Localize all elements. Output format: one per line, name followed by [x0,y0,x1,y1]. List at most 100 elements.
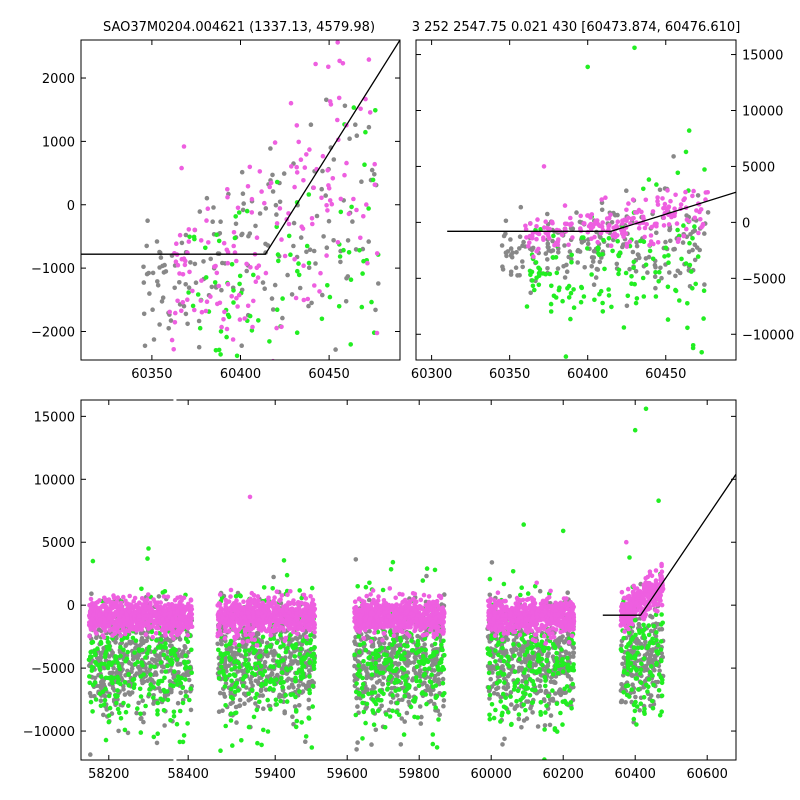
top-left-green-point [276,258,281,264]
top-left-magenta-point [215,301,220,307]
top-right-magenta-point [697,209,702,215]
bottom-green-point [284,666,289,671]
bottom-green-point [279,676,284,681]
top-left-magenta-point [234,258,239,264]
top-left-magenta-point [326,64,331,70]
top-left-green-point [233,214,238,219]
top-right-gray-point [545,257,550,262]
bottom-green-point [232,665,238,670]
top-right-green-point [616,267,622,273]
top-left-magenta-point [310,221,315,227]
top-right-green-point [553,254,559,260]
top-right-gray-point [624,188,629,193]
top-left-magenta-point [221,240,227,246]
top-right-green-point [606,236,612,241]
bottom-magenta-point [147,608,153,614]
bottom-green-point [258,664,264,669]
bottom-green-point [393,688,398,693]
top-left-gray-point [209,284,215,290]
bottom-magenta-point [112,624,117,629]
top-left-magenta-point [198,238,204,243]
top-left-magenta-point [326,183,331,188]
top-left-magenta-point [230,337,236,342]
top-left-magenta-point [346,211,352,217]
bottom-green-point [175,682,180,687]
top-left-magenta-point [351,196,356,202]
top-right-magenta-point [578,213,583,219]
top-right-magenta-point [644,222,649,227]
top-right-green-point [568,290,574,296]
bottom-gray-point [119,661,125,667]
top-right-magenta-point [588,215,593,220]
bottom-gray-point [441,703,446,709]
top-left-green-point [325,283,330,288]
bottom-magenta-point [261,620,267,626]
top-right-gray-point [556,250,561,255]
bottom-gray-point [220,708,225,713]
bottom-magenta-point [215,633,220,639]
bottom-magenta-point [216,615,221,620]
bottom-green-point [442,691,447,696]
top-right-green-point [560,298,565,304]
top-left-magenta-point [294,123,300,128]
bottom-green-point [119,637,125,642]
bottom-magenta-point [121,617,126,623]
top-right-magenta-point [624,207,629,213]
top-left-gray-point [141,311,147,317]
bottom-green-point [171,709,177,715]
bottom-gray-point [167,643,173,648]
top-left-magenta-point [262,200,267,206]
bottom-magenta-point [151,597,156,602]
top-left-green-point [351,105,357,110]
top-left-green-point [288,252,293,257]
bottom-gray-point [162,723,167,728]
bottom-magenta-point [146,619,152,624]
bottom-magenta-point [88,625,93,630]
bottom-gray-point [134,671,140,676]
top-right-green-point [687,240,692,246]
bottom-green-point [93,697,99,702]
top-left-magenta-point [181,256,187,262]
top-left-magenta-point [179,165,184,171]
top-right-gray-point [499,243,505,248]
top-left-magenta-point [225,260,231,266]
bottom-magenta-point [113,604,119,610]
top-left-gray-point [197,209,203,214]
bottom-green-point [404,673,409,679]
top-right-magenta-point [621,234,626,239]
top-right-magenta-point [700,223,705,229]
top-right-green-point [616,271,621,277]
top-right-green-point [579,235,585,240]
bottom-green-point [118,716,124,721]
bottom-magenta-point [139,596,145,601]
top-left-green-point [212,280,218,285]
bottom-gray-point [98,698,104,703]
top-left-magenta-point [374,251,380,256]
bottom-green-point [90,682,96,688]
bottom-magenta-point [304,605,309,610]
top-right-outlier-point [671,154,676,159]
bottom-green-point [232,673,238,679]
bottom-green-point [387,629,393,635]
top-right-gray-point [517,234,523,239]
bottom-green-point [106,675,111,681]
top-left-magenta-point [204,218,209,223]
top-left-gray-point [319,186,325,192]
bottom-magenta-point [256,622,262,628]
bottom-green-point [387,714,393,719]
top-left-gray-point [324,97,329,103]
bottom-green-point [405,643,410,649]
bottom-green-point [274,640,280,645]
bottom-magenta-point [217,592,223,597]
top-right-gray-point [658,265,663,271]
bottom-green-point [147,644,152,650]
top-right-gray-point [646,254,652,260]
top-right-magenta-point [528,221,533,226]
top-left-magenta-point [173,259,179,265]
top-left-gray-point [304,249,309,255]
top-right-gray-point [653,265,658,270]
bottom-green-point [122,680,128,685]
top-right-magenta-point [564,221,570,227]
top-left-gray-point [359,179,364,184]
top-left-magenta-point [325,168,331,173]
